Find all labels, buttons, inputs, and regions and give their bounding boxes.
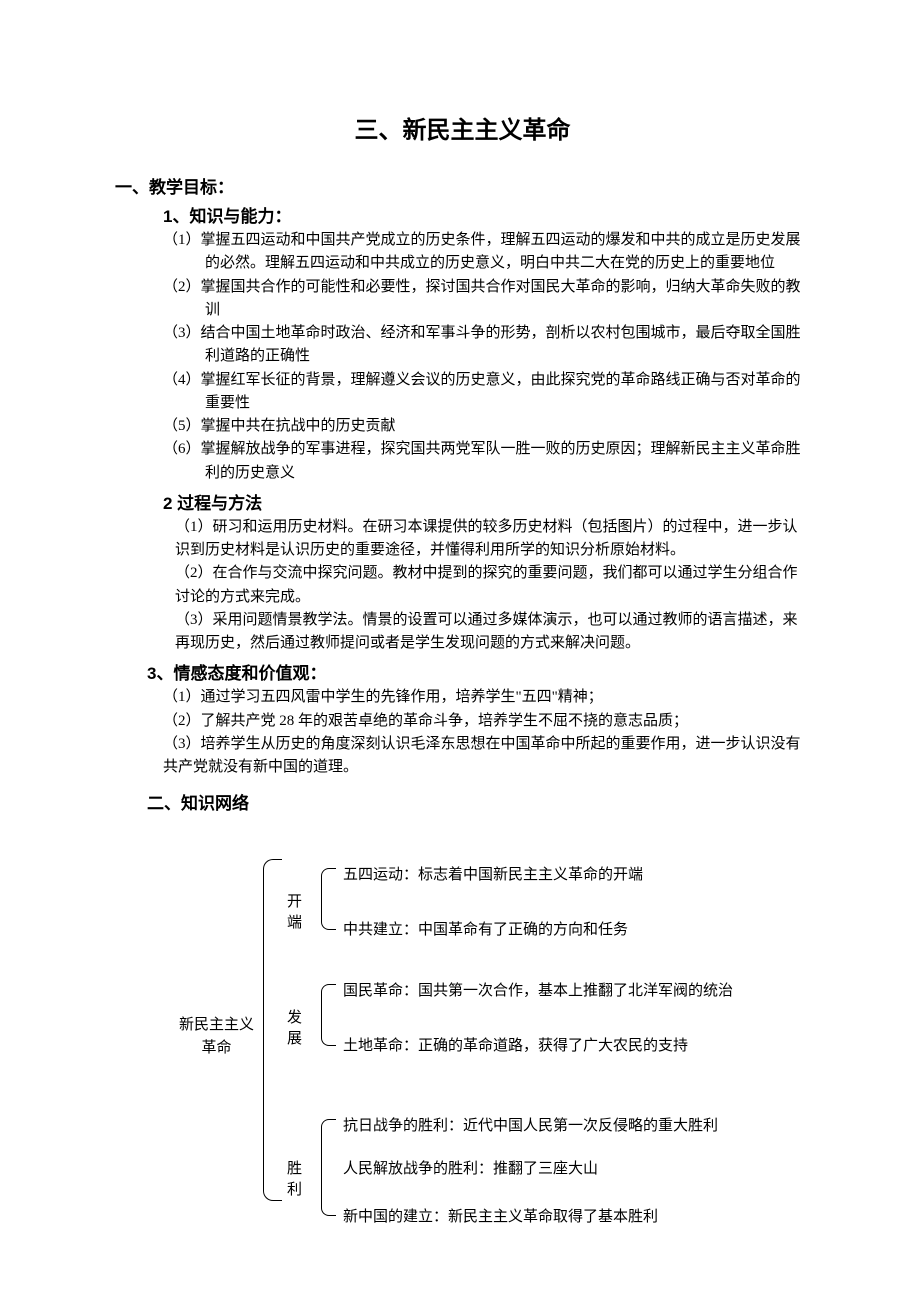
document-page: 三、新民主主义革命 一、教学目标： 1、知识与能力： （1）掌握五四运动和中国共… [0,0,920,1302]
tree-root: 新民主主义 革命 [179,1014,254,1059]
tree-leaf: 土地革命：正确的革命道路，获得了广大农民的支持 [343,1034,688,1055]
list-item: （3）培养学生从历史的角度深刻认识毛泽东思想在中国革命中所起的重要作用，进一步认… [163,733,810,780]
tree-leaf: 新中国的建立：新民主主义革命取得了基本胜利 [343,1205,658,1226]
brace-icon [263,859,282,1201]
stage-label: 胜利 [287,1157,302,1199]
list-item: （1）通过学习五四风雷中学生的先锋作用，培养学生"五四"精神； [163,686,810,709]
tree-leaf: 五四运动：标志着中国新民主主义革命的开端 [343,863,643,884]
section-1-heading: 一、教学目标： [115,173,810,198]
sub-1-1-heading: 1、知识与能力： [163,202,810,227]
brace-icon [321,868,336,930]
list-item: （5）掌握中共在抗战中的历史贡献 [163,415,810,438]
page-title: 三、新民主主义革命 [115,110,810,145]
sub-1-3-heading: 3、情感态度和价值观： [147,659,810,684]
list-item: （2）在合作与交流中探究问题。教材中提到的探究的重要问题，我们都可以通过学生分组… [175,562,810,609]
brace-icon [321,984,336,1046]
brace-icon [321,1119,336,1216]
section-2-heading: 二、知识网络 [147,789,810,814]
stage-label: 发展 [287,1006,302,1048]
list-item: （3）采用问题情景教学法。情景的设置可以通过多媒体演示，也可以通过教师的语言描述… [175,609,810,656]
list-item: （2）了解共产党 28 年的艰苦卓绝的革命斗争，培养学生不屈不挠的意志品质； [163,710,810,733]
stage-label: 开端 [287,890,302,932]
tree-leaf: 人民解放战争的胜利：推翻了三座大山 [343,1157,598,1178]
tree-leaf: 中共建立：中国革命有了正确的方向和任务 [343,918,628,939]
tree-leaf: 抗日战争的胜利：近代中国人民第一次反侵略的重大胜利 [343,1114,718,1135]
sub-1-2-heading: 2 过程与方法 [163,489,810,514]
list-item: （3）结合中国土地革命时政治、经济和军事斗争的形势，剖析以农村包围城市，最后夺取… [163,322,810,369]
knowledge-network: 新民主主义 革命 开端 五四运动：标志着中国新民主主义革命的开端 中共建立：中国… [163,844,810,1224]
list-item: （2）掌握国共合作的可能性和必要性，探讨国共合作对国民大革命的影响，归纳大革命失… [163,276,810,323]
list-item: （1）研习和运用历史材料。在研习本课提供的较多历史材料（包括图片）的过程中，进一… [175,516,810,563]
list-item: （6）掌握解放战争的军事进程，探究国共两党军队一胜一败的历史原因；理解新民主主义… [163,438,810,485]
list-item: （1）掌握五四运动和中国共产党成立的历史条件，理解五四运动的爆发和中共的成立是历… [163,229,810,276]
tree-leaf: 国民革命：国共第一次合作，基本上推翻了北洋军阀的统治 [343,979,733,1000]
list-item: （4）掌握红军长征的背景，理解遵义会议的历史意义，由此探究党的革命路线正确与否对… [163,369,810,416]
